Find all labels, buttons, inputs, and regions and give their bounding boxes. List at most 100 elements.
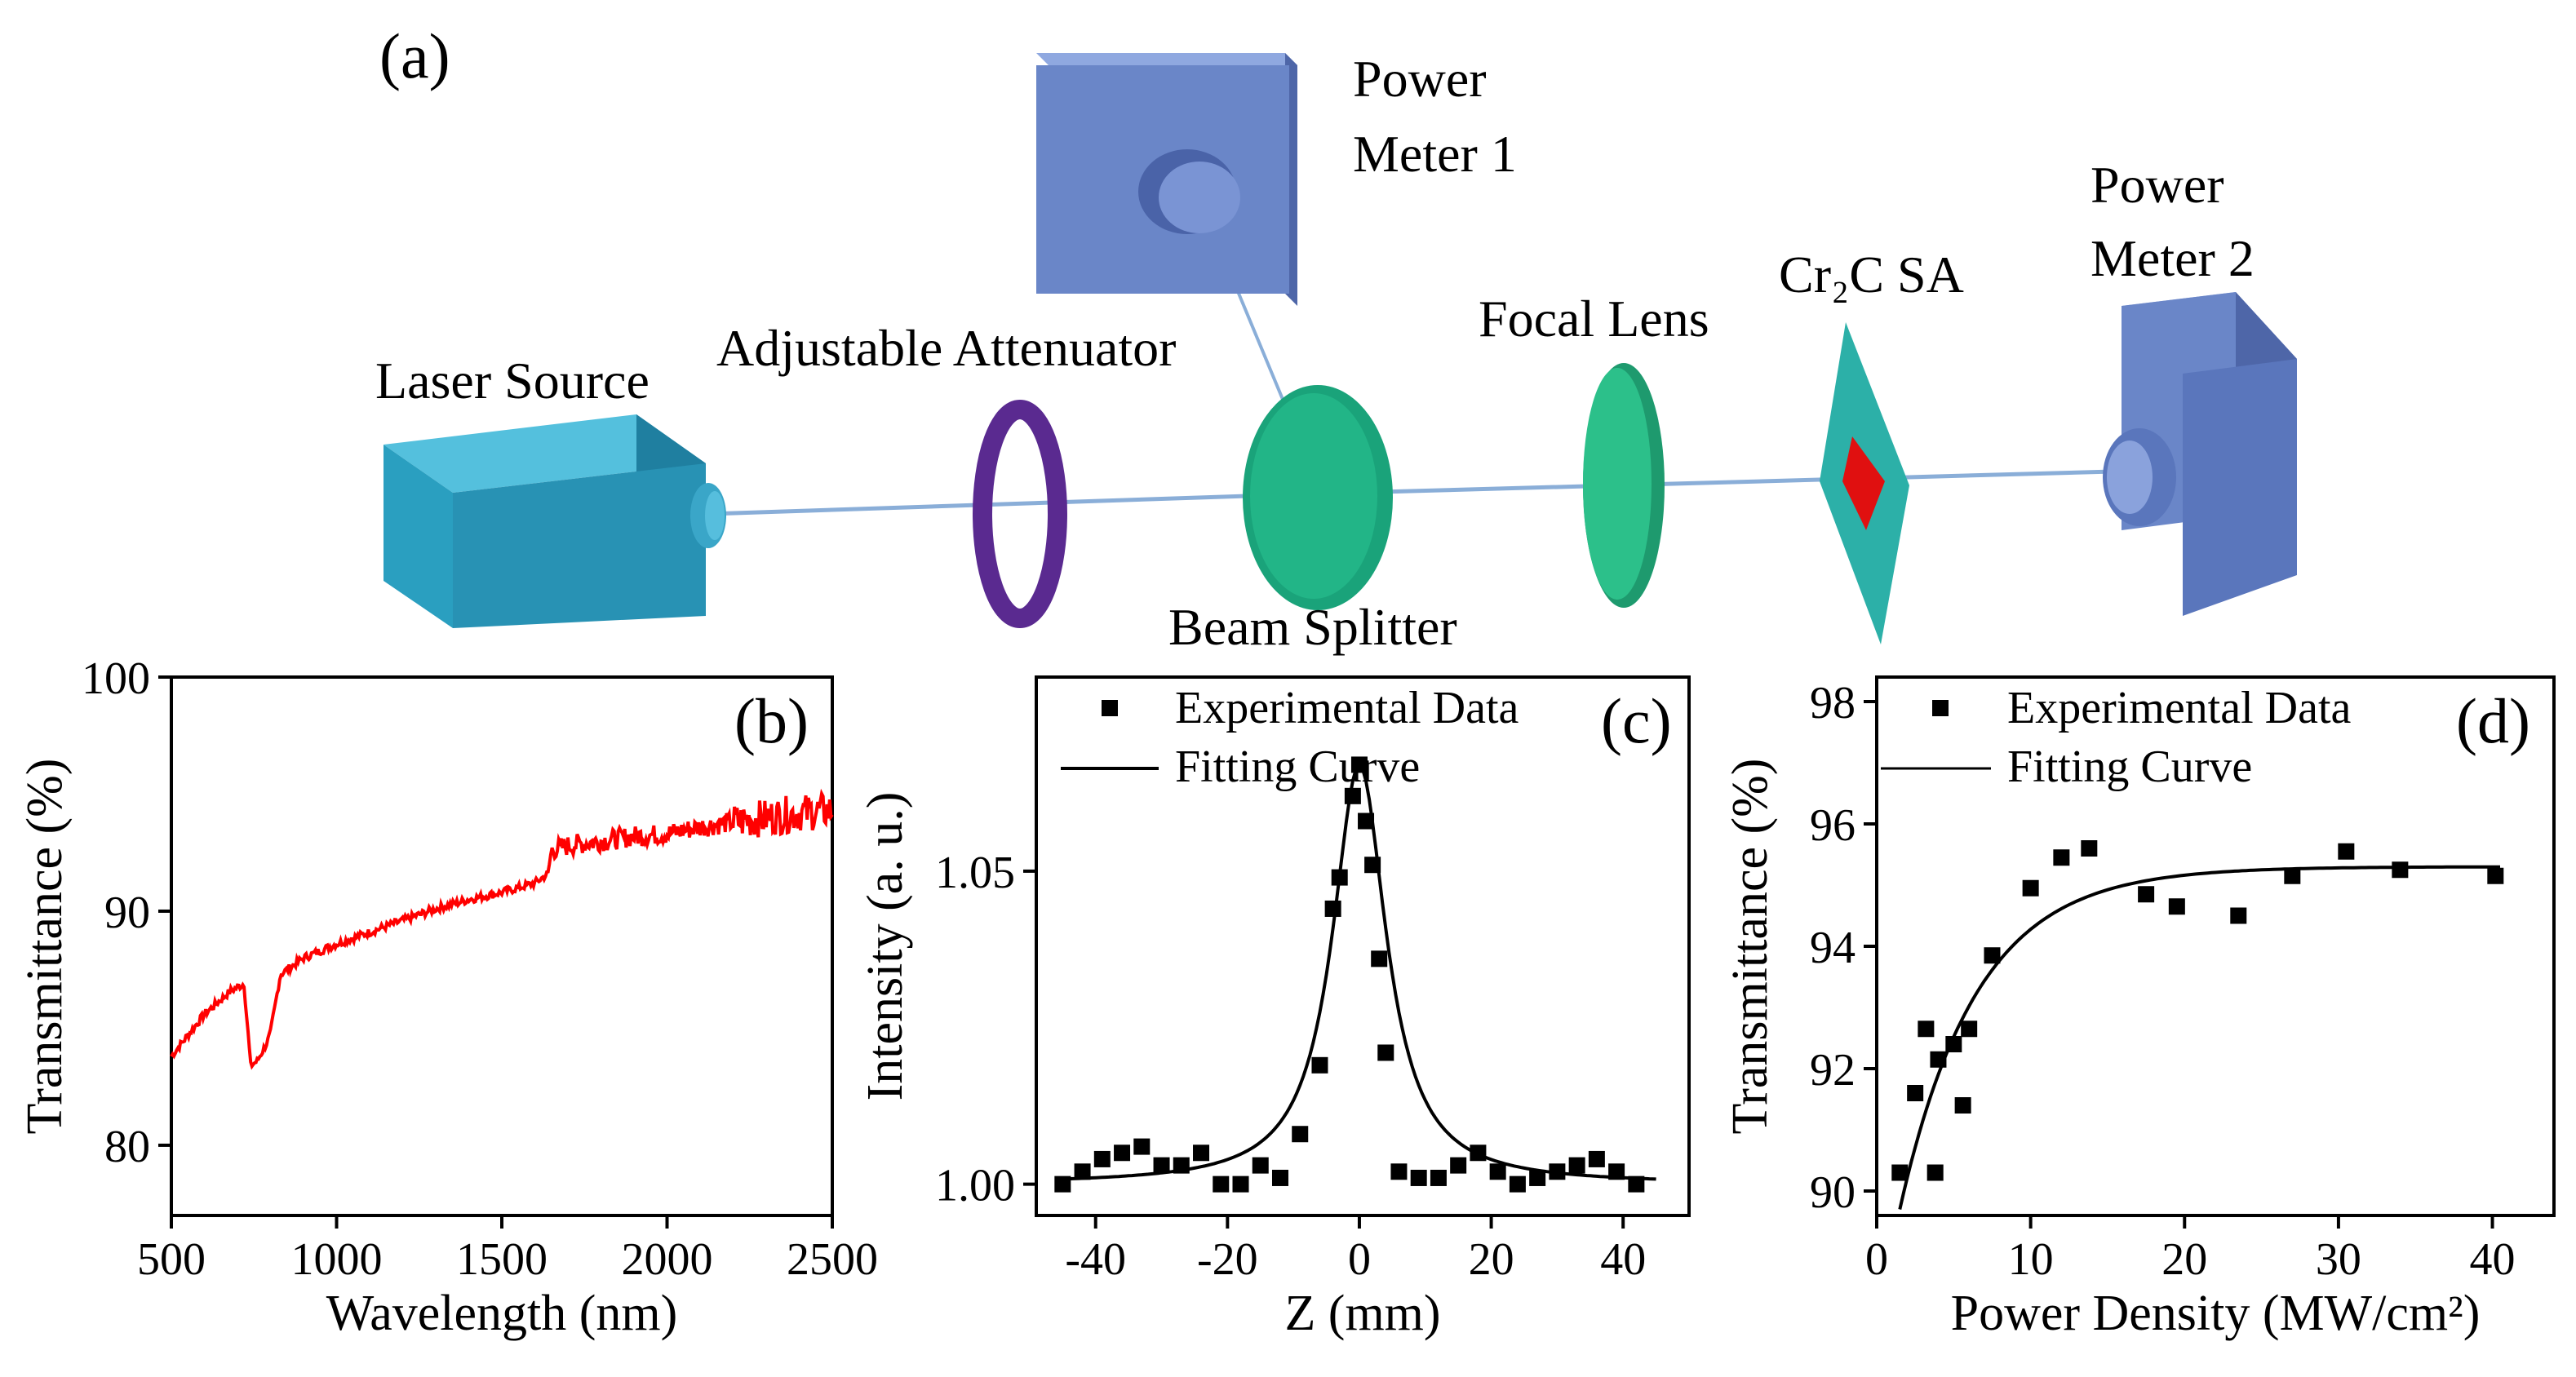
legend-label-data: Experimental Data [1175, 683, 1519, 733]
data-point [1173, 1157, 1190, 1174]
y-tick-label-d: 90 [1810, 1167, 1856, 1218]
x-tick-label-b: 1000 [291, 1234, 383, 1285]
x-tick-label-c: 20 [1469, 1234, 1514, 1285]
data-point [1930, 1051, 1947, 1068]
data-point [1608, 1163, 1625, 1180]
setup-panel: (a) [375, 20, 2297, 656]
power-meter-2-label-line2: Meter 2 [2091, 229, 2255, 287]
data-point [1271, 1169, 1288, 1186]
data-point [1628, 1176, 1645, 1193]
data-point [1133, 1138, 1151, 1155]
y-axis-title-d: Transmittance (%) [1723, 759, 1778, 1135]
panel-a-label: (a) [379, 20, 450, 91]
saturable-absorber [1820, 322, 1909, 644]
sa-label: Cr₂C SA [1779, 246, 1964, 303]
data-point [2168, 898, 2185, 915]
x-axis-title-d: Power Density (MW/cm²) [1951, 1286, 2481, 1341]
data-point [1907, 1085, 1924, 1101]
data-point [1193, 1145, 1210, 1162]
beam-line-1 [709, 491, 1323, 516]
data-point [1954, 1097, 1971, 1114]
y-tick-label-d: 98 [1810, 678, 1856, 728]
x-tick-label-d: 40 [2470, 1234, 2516, 1285]
power-meter-1 [1036, 53, 1297, 306]
data-point [2081, 840, 2098, 857]
x-tick-label-d: 20 [2161, 1234, 2207, 1285]
data-point [2138, 886, 2155, 903]
fitting-curve-line [1898, 865, 2500, 1210]
legend-label-fit: Fitting Curve [2007, 742, 2252, 792]
beam-splitter-label: Beam Splitter [1168, 598, 1457, 656]
panel-label-b: (b) [734, 685, 809, 756]
data-point [1390, 1163, 1408, 1180]
chart-c-zscan: -40 -20 0 20 40 1.00 1.05 Z (mm) Intensity (a. u… [858, 675, 1691, 1341]
y-tick-label-c: 1.00 [935, 1161, 1015, 1211]
focal-lens-label: Focal Lens [1479, 290, 1709, 348]
x-tick-label-c: -40 [1065, 1234, 1126, 1285]
data-point [1549, 1163, 1566, 1180]
data-point [2284, 867, 2301, 884]
laser-source [384, 414, 726, 628]
power-meter-1-label-line1: Power [1353, 50, 1487, 108]
x-tick-label-d: 10 [2008, 1234, 2054, 1285]
data-point [1377, 1044, 1394, 1061]
power-meter-1-label-line2: Meter 1 [1353, 125, 1517, 183]
attenuator-ring [973, 400, 1067, 628]
y-tick-label-d: 94 [1810, 923, 1856, 973]
y-tick-label-c: 1.05 [935, 848, 1015, 898]
y-axis-title-b: Transmittance (%) [17, 759, 73, 1135]
data-point [1292, 1126, 1309, 1143]
data-point [1918, 1021, 1935, 1038]
chart-d-power-dependence: 0 10 20 30 40 90 92 94 96 98 Power Density (MW/cm²… [1723, 675, 2556, 1341]
data-point [1324, 900, 1341, 917]
data-point [1891, 1164, 1909, 1181]
x-tick-label-c: 0 [1348, 1234, 1371, 1285]
data-point [1588, 1150, 1605, 1167]
data-point [1344, 787, 1361, 804]
data-point [1311, 1056, 1328, 1074]
laser-source-label: Laser Source [375, 352, 650, 410]
data-point [1961, 1021, 1978, 1038]
data-point [1926, 1164, 1944, 1181]
data-point [1489, 1163, 1506, 1180]
data-point [1074, 1163, 1091, 1180]
data-point [1470, 1145, 1487, 1162]
x-tick-label-c: 40 [1600, 1234, 1646, 1285]
x-tick-label-d: 30 [2316, 1234, 2361, 1285]
x-axis-title-c: Z (mm) [1284, 1286, 1440, 1341]
panel-label-d: (d) [2456, 685, 2530, 756]
data-point [2487, 867, 2504, 884]
y-tick-label-b: 80 [104, 1122, 150, 1172]
data-point [1358, 812, 1375, 830]
data-point [1350, 756, 1368, 773]
x-tick-label-c: -20 [1197, 1234, 1258, 1285]
x-tick-label-b: 2500 [787, 1234, 878, 1285]
data-point [2022, 879, 2039, 897]
data-point [2392, 861, 2409, 879]
data-point [1984, 947, 2001, 964]
data-point [2053, 849, 2070, 866]
attenuator-label: Adjustable Attenuator [716, 319, 1176, 377]
legend-marker-data [1932, 700, 1949, 716]
y-tick-label-b: 90 [104, 888, 150, 938]
x-tick-label-b: 500 [137, 1234, 206, 1285]
data-point [2338, 843, 2355, 860]
y-tick-label-b: 100 [82, 653, 150, 704]
data-point [2230, 907, 2247, 924]
data-point [1364, 857, 1381, 874]
plot-frame-c [1035, 675, 1691, 1217]
data-point [1331, 869, 1348, 886]
data-point [1114, 1145, 1131, 1162]
data-point [1945, 1036, 1962, 1052]
power-meter-2 [2103, 292, 2297, 616]
data-point [1232, 1176, 1249, 1193]
panel-label-c: (c) [1601, 685, 1672, 756]
data-point [1509, 1176, 1526, 1193]
data-point [1430, 1169, 1447, 1186]
data-point [1371, 950, 1388, 967]
power-meter-2-label-line1: Power [2091, 156, 2224, 214]
y-tick-label-d: 92 [1810, 1045, 1856, 1096]
data-point [1213, 1176, 1230, 1193]
x-tick-label-b: 2000 [622, 1234, 713, 1285]
